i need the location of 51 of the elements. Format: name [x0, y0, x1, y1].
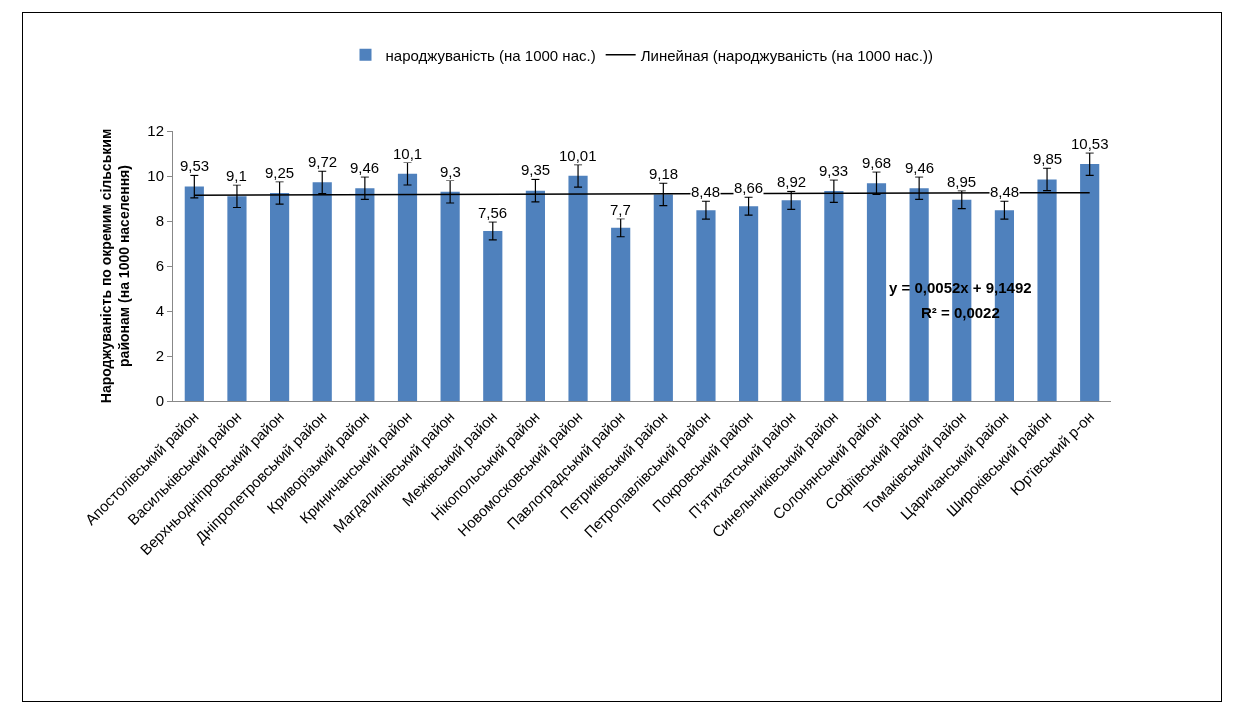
bar: [355, 188, 375, 401]
bar: [866, 183, 887, 401]
bar: [525, 190, 545, 401]
bar: [483, 230, 503, 401]
y-tick-label: 10: [147, 167, 164, 185]
bar: [270, 192, 290, 401]
data-label: 8,95: [947, 173, 977, 190]
bar: [739, 206, 759, 401]
bar: [611, 227, 631, 401]
data-label: 8,92: [777, 173, 807, 190]
bar: [653, 194, 673, 401]
data-label: 9,33: [819, 162, 849, 179]
y-tick-label: 4: [155, 302, 164, 320]
data-label: 9,46: [905, 159, 935, 176]
bar: [696, 210, 716, 401]
y-tick-label: 8: [155, 212, 164, 230]
bar: [1037, 179, 1057, 401]
y-tick-label: 6: [155, 257, 164, 275]
legend-label: народжуваність (на 1000 нас.): [385, 46, 596, 64]
bar: [568, 175, 588, 401]
data-label: 9,53: [180, 157, 210, 174]
bar: [1080, 164, 1100, 401]
bar: [227, 196, 247, 401]
y-axis-title: Народжуваність по окремим сільським районам (на 1000 населення): [97, 128, 132, 404]
legend-label: Линейная (народжуваність (на 1000 нас.)): [640, 46, 933, 64]
bar: [440, 191, 460, 401]
bar: [397, 173, 418, 401]
data-label: 10,01: [559, 147, 597, 164]
data-label: 9,3: [440, 163, 461, 180]
data-label: 9,68: [862, 154, 892, 171]
y-tick-label: 12: [147, 122, 164, 140]
y-tick-label: 2: [155, 347, 164, 365]
data-label: 9,46: [350, 159, 380, 176]
data-label: 9,72: [308, 153, 338, 170]
data-label: 9,35: [521, 161, 551, 178]
data-label: 9,85: [1033, 150, 1063, 167]
data-label: 8,48: [691, 183, 721, 200]
data-label: 8,66: [734, 179, 764, 196]
bar: [312, 182, 332, 401]
bar: [184, 186, 204, 401]
data-label: 9,25: [265, 164, 295, 181]
data-label: 7,56: [478, 204, 508, 221]
data-label: 9,1: [226, 167, 247, 184]
bar: [824, 191, 844, 401]
data-label: 10,1: [393, 145, 423, 162]
bar: [781, 200, 801, 401]
data-label: 7,7: [610, 201, 631, 218]
data-label: 8,48: [990, 183, 1020, 200]
data-label: 10,53: [1071, 135, 1109, 152]
data-label: 9,18: [649, 165, 679, 182]
y-tick-label: 0: [155, 392, 164, 410]
